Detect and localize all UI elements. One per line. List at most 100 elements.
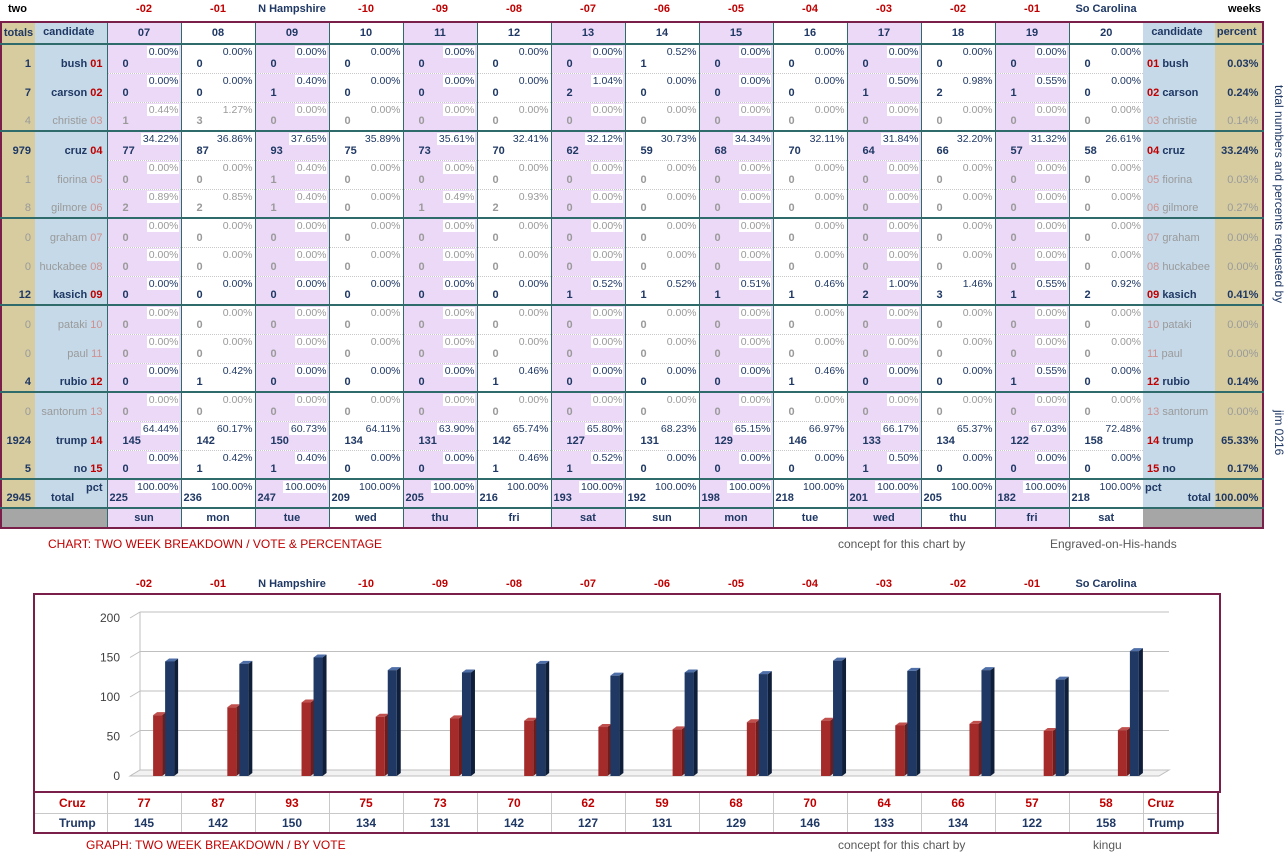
day-cell: 0.00% 0 (920, 189, 995, 219)
day-count: 0 (936, 202, 943, 214)
day-cell: 0.00% 0 (846, 44, 921, 74)
column-top-label: -08 (506, 3, 522, 15)
day-percent: 0.00% (812, 103, 845, 116)
day-total-cell: 100.00% 193 (550, 479, 625, 509)
candidate-row: 0 graham 07 0.00% 0 0.00% 0 0.00% 0 0.00% 0 0.00% 0… (1, 218, 1264, 248)
day-cell: 26.61% 58 (1068, 131, 1143, 161)
day-number-header: 18 (920, 22, 995, 45)
column-top-label: -05 (728, 3, 744, 15)
day-total-count: 201 (849, 492, 868, 504)
day-count: 0 (418, 231, 425, 244)
day-percent: 0.52% (590, 451, 623, 464)
day-cell: 0.40% 1 (254, 160, 329, 190)
bar-side (174, 658, 179, 776)
candidate-row: 1924 trump 14 64.44% 145 60.17% 142 60.73% 150 6… (1, 421, 1264, 451)
day-count: 0 (196, 231, 203, 244)
weekday-label: mon (180, 507, 255, 528)
candidate-row: 979 cruz 04 34.22% 77 36.86% 87 37.65% 93 35.89%… (1, 131, 1264, 161)
day-total-count: 205 (923, 492, 942, 504)
day-percent: 0.00% (960, 364, 993, 377)
day-count: 0 (492, 231, 499, 244)
day-cell: 0.00% 0 (106, 392, 181, 422)
day-count: 0 (1010, 405, 1017, 418)
day-cell: 0.00% 0 (846, 392, 921, 422)
day-count: 0 (1010, 318, 1017, 331)
day-cell: 0.00% 0 (846, 363, 921, 393)
candidate-row: 0 paul 11 0.00% 0 0.00% 0 0.00% 0 0.00% 0 0.00% 0 0.… (1, 334, 1264, 364)
bar-top (1055, 676, 1069, 680)
bar-side (1064, 676, 1069, 776)
day-percent: 0.00% (368, 74, 401, 87)
day-cell: 0.00% 0 (106, 363, 181, 393)
day-percent: 0.00% (886, 190, 919, 203)
day-count: 0 (270, 115, 277, 127)
bar-top (833, 657, 847, 661)
candidate-code: 01 (90, 58, 103, 70)
day-count: 0 (122, 57, 129, 70)
day-count: 0 (1084, 202, 1091, 214)
day-cell: 64.11% 134 (328, 421, 403, 451)
day-count: 0 (566, 173, 573, 186)
day-percent: 34.34% (732, 133, 771, 145)
column-top-label: -06 (654, 578, 670, 590)
day-percent: 0.00% (1109, 451, 1141, 464)
candidate-row: 1 bush 01 0.00% 0 0.00% 0 0.00% 0 0.00% 0 0.00% 0 0.… (1, 44, 1264, 74)
day-cell: 0.00% 0 (1068, 450, 1143, 480)
candidate-name: no (73, 463, 88, 475)
candidate-code: 13 (90, 406, 103, 418)
day-cell: 0.00% 0 (624, 363, 699, 393)
day-total-percent: 100.00% (431, 481, 475, 493)
day-percent: 0.00% (1109, 46, 1141, 58)
bar-top (907, 667, 921, 671)
candidate-total: 0 (1, 218, 35, 247)
day-total-percent: 100.00% (283, 481, 327, 493)
column-top-label: -05 (728, 578, 744, 590)
day-percent: 0.00% (812, 220, 845, 232)
day-count: 0 (418, 260, 425, 273)
gridline-edge (129, 690, 141, 698)
day-cell: 0.00% 0 (476, 276, 551, 306)
cruz-bar (1043, 730, 1053, 776)
day-count: 0 (714, 57, 721, 70)
day-count: 0 (640, 318, 647, 331)
day-cell: 0.00% 0 (624, 334, 699, 364)
total-label-right: pct total (1143, 479, 1215, 509)
day-count: 134 (344, 434, 363, 447)
day-percent: 0.00% (368, 394, 401, 406)
day-cell: 0.00% 0 (328, 392, 403, 422)
day-count: 0 (122, 289, 129, 301)
day-total-count: 236 (183, 492, 202, 504)
candidate-code: 11 (91, 348, 103, 360)
day-percent: 0.00% (738, 74, 771, 87)
day-cell: 0.00% 0 (624, 102, 699, 132)
day-count: 158 (1084, 434, 1103, 447)
day-percent: 0.46% (812, 277, 845, 290)
series-value: 62 (550, 793, 625, 814)
day-percent: 0.00% (664, 307, 697, 319)
day-count: 75 (344, 144, 357, 157)
day-cell: 0.00% 0 (772, 392, 847, 422)
day-cell: 65.15% 129 (698, 421, 773, 451)
day-percent: 0.00% (516, 248, 549, 261)
column-top-label: -02 (950, 3, 966, 15)
grand-total: 2945 (1, 479, 35, 509)
bar-side (545, 660, 550, 776)
day-number-header: 07 (106, 22, 181, 45)
series-value: 150 (254, 813, 329, 833)
day-count: 0 (1084, 318, 1091, 331)
candidate-percent: 0.00% (1215, 334, 1264, 363)
day-count: 57 (1010, 144, 1023, 157)
day-count: 0 (788, 405, 795, 418)
day-percent: 0.00% (886, 364, 919, 377)
candidate-total: 0 (1, 305, 35, 334)
day-percent: 0.00% (442, 451, 475, 464)
day-percent: 0.40% (294, 161, 327, 174)
day-count: 0 (640, 115, 647, 127)
day-percent: 0.00% (1034, 451, 1067, 464)
day-percent: 0.00% (738, 190, 771, 203)
column-top-label: -09 (432, 578, 448, 590)
column-top-label: -07 (580, 578, 596, 590)
day-total-percent: 100.00% (135, 481, 179, 493)
cruz-bar (524, 720, 534, 776)
day-cell: 0.00% 0 (402, 334, 477, 364)
